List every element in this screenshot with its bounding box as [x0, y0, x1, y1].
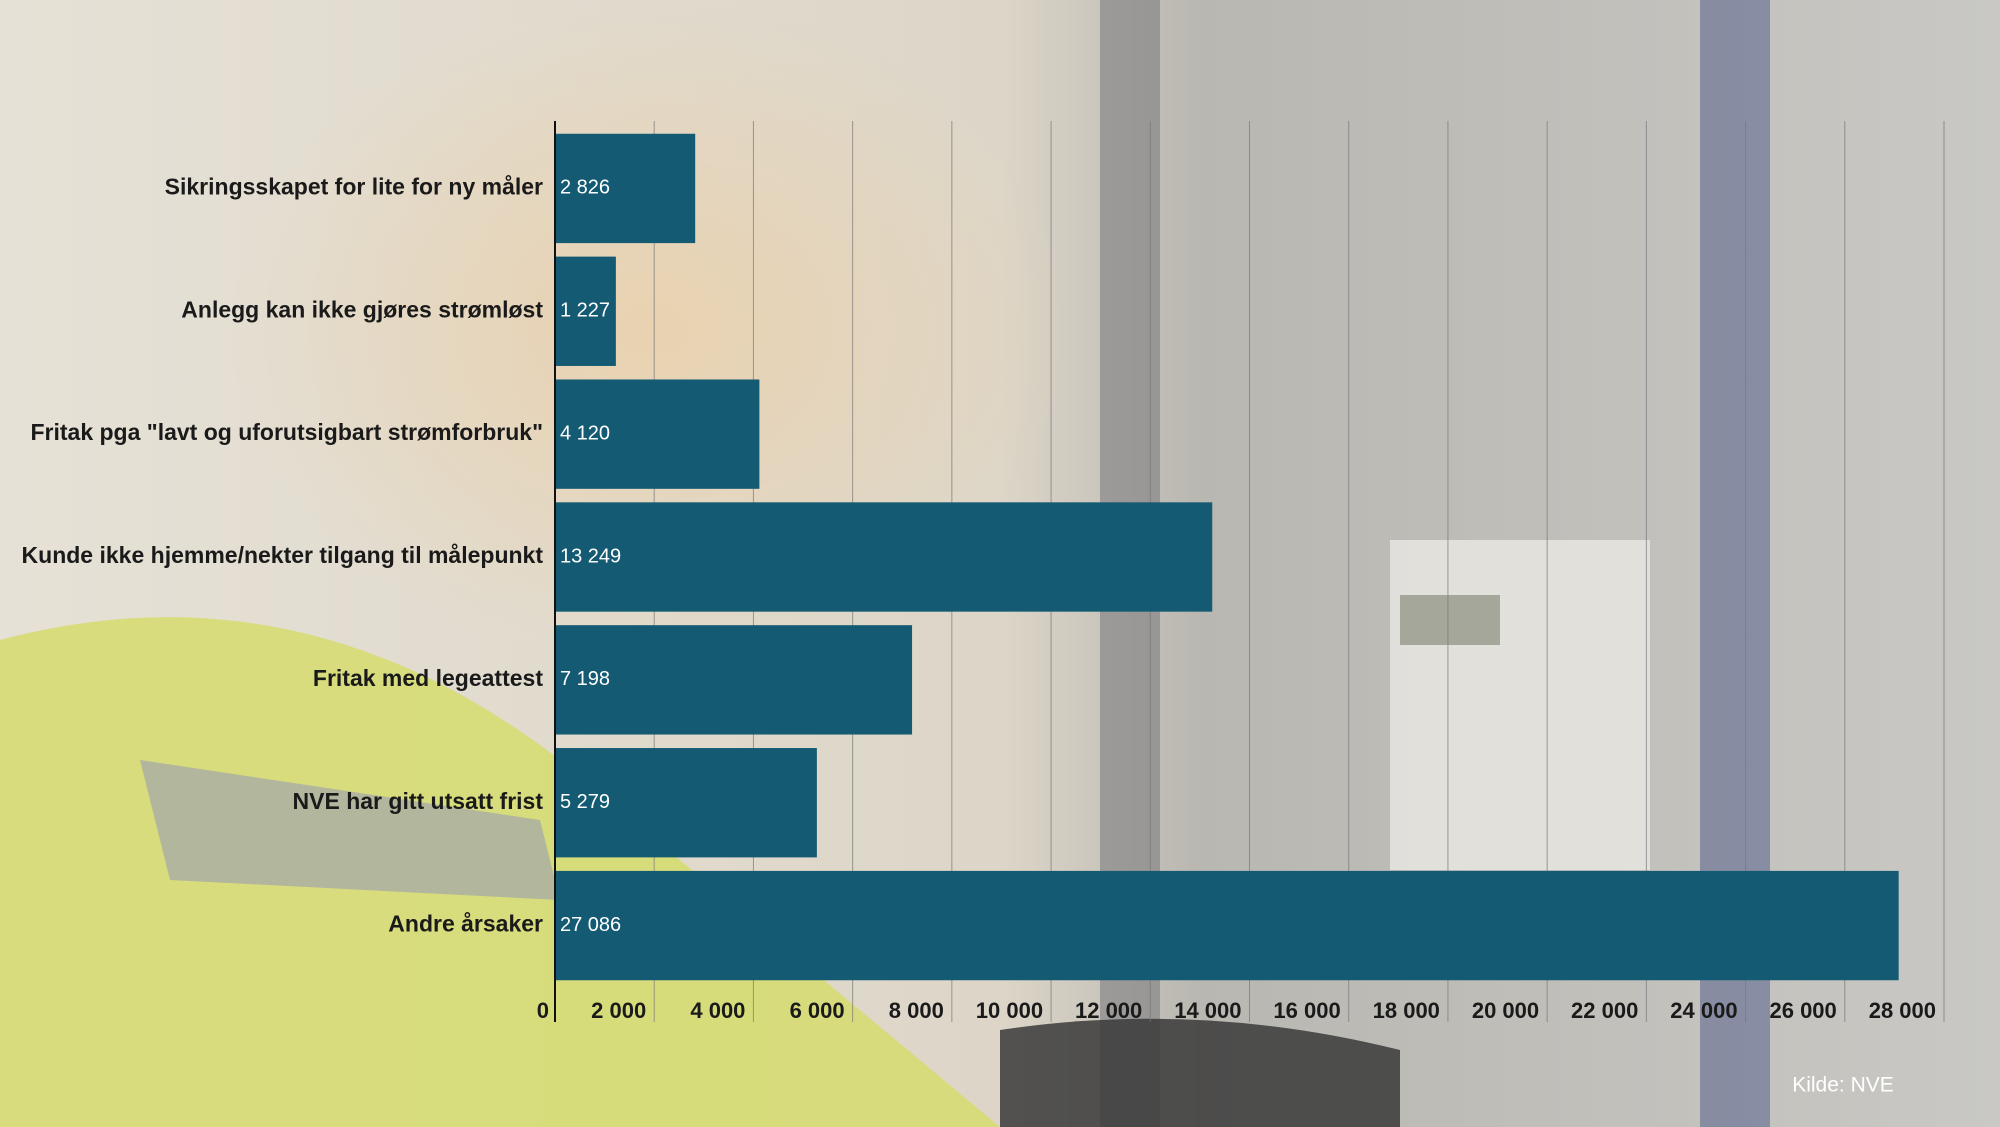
x-tick-label: 20 000	[1472, 998, 1539, 1023]
plot-area: 0 2 000 4 000 6 000 8 000 10 000 12 000 14 000 1…	[22, 121, 1945, 1023]
y-tick-label: Sikringsskapet for lite for ny måler	[165, 174, 543, 200]
bar-value-label: 5 279	[560, 791, 610, 813]
y-tick-label: Fritak pga "lavt og uforutsigbart strømf…	[30, 419, 543, 445]
x-tick-label: 8 000	[889, 998, 944, 1023]
y-tick-label: Anlegg kan ikke gjøres strømløst	[181, 296, 543, 322]
bar	[555, 625, 913, 735]
x-tick-label: 14 000	[1174, 998, 1241, 1023]
x-tick-label: 12 000	[1075, 998, 1142, 1023]
x-tick-label: 16 000	[1273, 998, 1340, 1023]
bar-value-label: 4 120	[560, 422, 610, 444]
y-tick-label: Kunde ikke hjemme/nekter tilgang til mål…	[22, 542, 544, 568]
x-tick-label: 10 000	[976, 998, 1043, 1023]
x-tick-label: 4 000	[690, 998, 745, 1023]
bar-value-label: 1 227	[560, 300, 610, 322]
bar	[555, 502, 1213, 612]
bar-value-label: 2 826	[560, 177, 610, 199]
y-tick-label: Fritak med legeattest	[313, 665, 543, 691]
bar	[555, 870, 1899, 981]
x-tick-label: 22 000	[1571, 998, 1638, 1023]
bar	[555, 379, 760, 489]
bar-value-label: 7 198	[560, 668, 610, 690]
bar	[555, 748, 817, 858]
x-tick-label: 18 000	[1373, 998, 1440, 1023]
bar-value-label: 27 086	[560, 914, 621, 936]
source-note: Kilde: NVE	[1792, 1074, 1894, 1097]
x-tick-label: 24 000	[1670, 998, 1737, 1023]
y-tick-label: Andre årsaker	[388, 911, 543, 937]
bar	[555, 133, 696, 244]
x-tick-label: 28 000	[1869, 998, 1936, 1023]
x-tick-label: 2 000	[591, 998, 646, 1023]
y-tick-label: NVE har gitt utsatt frist	[293, 788, 544, 814]
x-tick-label: 6 000	[790, 998, 845, 1023]
x-tick-label: 26 000	[1769, 998, 1836, 1023]
x-tick-label: 0	[537, 998, 549, 1023]
bar-value-label: 13 249	[560, 545, 621, 567]
bar	[555, 256, 616, 366]
